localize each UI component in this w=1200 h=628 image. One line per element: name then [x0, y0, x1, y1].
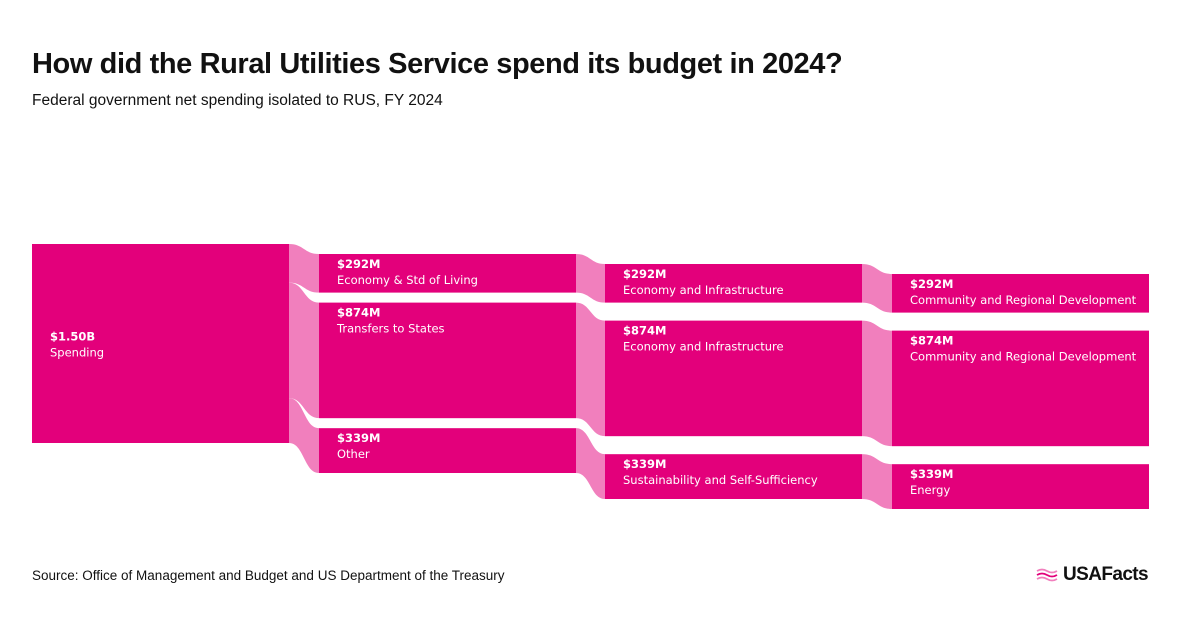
sankey-node-c1_transfers [319, 302, 576, 419]
sankey-link-spending-c1_transfers [289, 282, 319, 419]
brand-logo: USAFacts [1035, 564, 1149, 586]
sankey-node-c1_econ [319, 254, 576, 293]
node-label-c3_energy: Energy [910, 483, 950, 497]
node-value-c2_econ_a: $292M [623, 267, 666, 281]
node-value-c1_econ: $292M [337, 257, 380, 271]
chart-title: How did the Rural Utilities Service spen… [32, 48, 843, 80]
sankey-node-c1_other [319, 428, 576, 473]
node-value-c2_sust: $339M [623, 457, 666, 471]
node-value-c1_transfers: $874M [337, 306, 380, 320]
sankey-link-c1_other-c2_sust [576, 428, 605, 499]
usa-flag-icon [1036, 568, 1058, 582]
sankey-node-c2_econ_a [605, 264, 862, 303]
node-label-c2_econ_a: Economy and Infrastructure [623, 283, 784, 297]
chart-subtitle: Federal government net spending isolated… [32, 92, 443, 109]
node-label-c1_transfers: Transfers to States [336, 322, 445, 336]
node-label-c2_sust: Sustainability and Self-Sufficiency [623, 473, 818, 487]
sankey-links [289, 244, 892, 509]
sankey-link-spending-c1_other [289, 398, 319, 473]
sankey-node-c3_comm_a [892, 274, 1149, 313]
node-value-c1_other: $339M [337, 431, 380, 445]
source-note: Source: Office of Management and Budget … [32, 568, 505, 583]
node-value-c3_comm_a: $292M [910, 277, 953, 291]
node-value-c3_comm_b: $874M [910, 334, 953, 348]
node-label-c1_econ: Economy & Std of Living [337, 273, 478, 287]
node-label-c1_other: Other [337, 447, 370, 461]
sankey-link-spending-c1_econ [289, 244, 319, 293]
node-value-spending: $1.50B [50, 330, 95, 344]
sankey-link-c1_econ-c2_econ_a [576, 254, 605, 303]
node-label-spending: Spending [50, 346, 104, 360]
node-label-c2_econ_b: Economy and Infrastructure [623, 340, 784, 354]
sankey-link-c2_sust-c3_energy [862, 454, 892, 509]
brand-name: USAFacts [1063, 564, 1149, 585]
sankey-nodes: $1.50B Spending $292M Economy & Std of Livi… [32, 244, 1149, 509]
sankey-link-c1_transfers-c2_econ_b [576, 302, 605, 437]
sankey-link-c2_econ_a-c3_comm_a [862, 264, 892, 313]
node-value-c2_econ_b: $874M [623, 324, 666, 338]
sankey-node-c2_sust [605, 454, 862, 499]
sankey-node-c3_comm_b [892, 330, 1149, 447]
sankey-node-c3_energy [892, 464, 1149, 509]
sankey-link-c2_econ_b-c3_comm_b [862, 320, 892, 447]
sankey-node-c2_econ_b [605, 320, 862, 437]
sankey-node-spending [32, 244, 289, 443]
node-label-c3_comm_a: Community and Regional Development [910, 293, 1137, 307]
node-label-c3_comm_b: Community and Regional Development [910, 350, 1137, 364]
node-value-c3_energy: $339M [910, 467, 953, 481]
